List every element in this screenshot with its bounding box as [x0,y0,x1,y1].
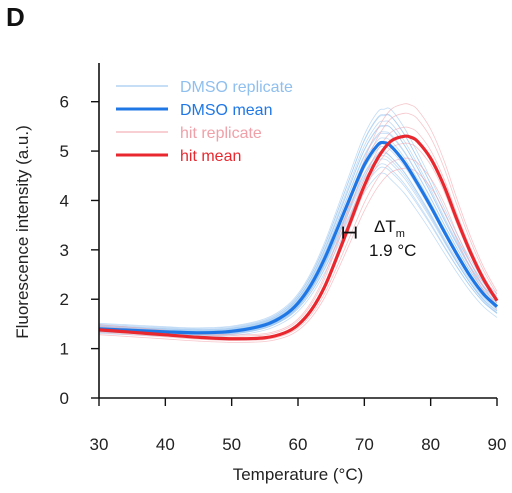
legend: DMSO replicate DMSO mean hit replicate hit … [116,79,293,165]
delta-tm-symbol: ΔT [374,217,396,236]
legend-label-dmso-replicate: DMSO replicate [180,79,293,96]
y-tick-label: 5 [60,142,69,161]
x-tick-label: 90 [488,435,507,454]
dmso-mean-line [98,140,499,335]
dmso-replicate-line [98,120,498,331]
x-tick-label: 40 [156,435,175,454]
legend-label-hit-mean: hit mean [180,148,241,165]
y-tick-label: 4 [60,191,69,210]
legend-label-hit-replicate: hit replicate [180,125,262,142]
y-tick-label: 0 [60,389,69,408]
x-tick-label: 70 [355,435,374,454]
axes: 30 40 50 60 70 80 90 0 1 2 3 4 5 6 [60,63,507,454]
hit-replicate-line [98,157,498,341]
replicate-curves [98,103,498,343]
mean-curves [98,134,499,341]
y-axis-title: Fluorescence intensity (a.u.) [13,125,32,339]
hit-replicate-line [98,112,498,337]
delta-tm-value: 1.9 °C [369,241,416,260]
delta-tm-annotation: ΔTm 1.9 °C [342,217,416,260]
delta-tm-subscript: m [396,228,405,240]
y-tick-label: 6 [60,93,69,112]
y-tick-label: 2 [60,290,69,309]
x-tick-label: 80 [421,435,440,454]
y-tick-label: 3 [60,241,69,260]
dmso-replicate-line [98,107,498,329]
hit-mean-line [98,134,499,341]
dmso-replicate-line [98,132,498,332]
dmso-replicate-line [98,125,498,331]
x-axis-title: Temperature (°C) [233,465,364,484]
dmso-replicate-line [98,114,498,330]
x-tick-label: 50 [222,435,241,454]
panel-label: D [6,2,25,32]
legend-label-dmso-mean: DMSO mean [180,102,272,119]
y-tick-label: 1 [60,340,69,359]
hit-replicate-line [98,167,498,343]
dmso-replicate-line [98,158,498,335]
x-tick-label: 60 [289,435,308,454]
delta-tm-label: ΔTm [374,217,405,240]
x-tick-label: 30 [90,435,109,454]
